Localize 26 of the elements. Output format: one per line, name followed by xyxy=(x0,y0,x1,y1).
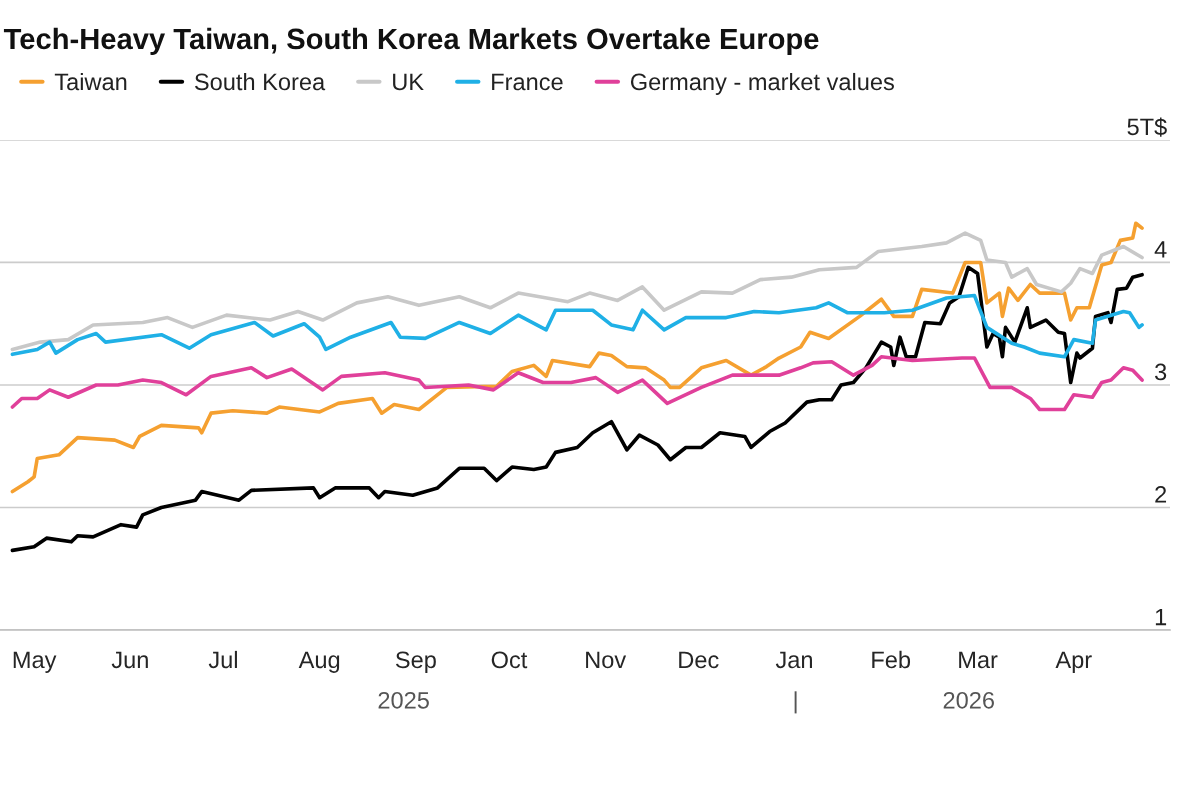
x-tick-label: Sep xyxy=(395,651,436,673)
x-tick-label: Nov xyxy=(586,651,627,669)
text: 2025 xyxy=(378,691,429,709)
x-tick-label: May xyxy=(13,651,57,673)
legend-label: France xyxy=(492,73,563,91)
x-tick-label: Jun xyxy=(111,651,148,669)
legend-label: Taiwan xyxy=(54,72,127,91)
chart-title: Tech-Heavy Taiwan, South Korea Markets Overtake Europe xyxy=(3,27,819,56)
y-tick-label: 1 xyxy=(1155,608,1167,626)
y-tick-label: 3 xyxy=(1154,363,1167,381)
x-tick-label: Aug xyxy=(298,651,340,673)
text: | xyxy=(794,691,797,714)
legend-label: South Korea xyxy=(194,72,326,91)
x-tick-label: Dec xyxy=(679,651,719,669)
x-tick-label: Oct xyxy=(491,651,528,669)
legend-label: Germany - market values xyxy=(630,72,894,95)
x-tick-label: Jan xyxy=(775,651,812,669)
y-tick-label: 4 xyxy=(1154,241,1167,258)
x-tick-label: Apr xyxy=(1055,651,1092,673)
x-tick-label: Feb xyxy=(872,650,911,669)
x-tick-label: Mar xyxy=(959,651,998,669)
y-tick-label: 5T$ xyxy=(1127,117,1167,137)
legend-label: UK xyxy=(393,73,424,91)
text: 2026 xyxy=(943,691,994,709)
y-tick-label: 2 xyxy=(1155,486,1167,503)
x-tick-label: Jul xyxy=(208,650,237,669)
